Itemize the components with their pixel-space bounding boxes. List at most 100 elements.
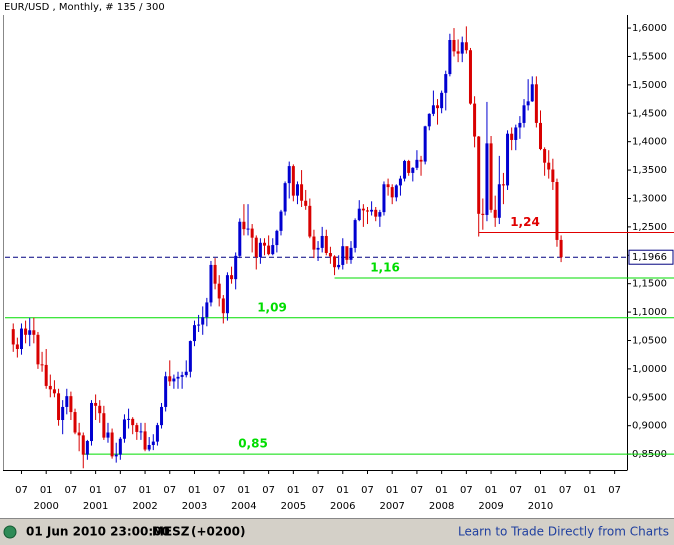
candle-body — [295, 184, 299, 196]
candle-body — [353, 220, 357, 248]
candle-body — [188, 341, 192, 372]
candle-body — [168, 376, 172, 382]
candle-body — [448, 39, 452, 75]
candle-body — [349, 247, 353, 260]
candle-body — [378, 212, 382, 217]
candle-body — [316, 247, 320, 250]
candle-body — [246, 228, 250, 230]
candle-body — [180, 375, 184, 377]
candle-body — [345, 246, 349, 260]
x-tick-label: 07 — [361, 485, 374, 496]
x-tick-label: 07 — [213, 485, 226, 496]
candle-body — [485, 143, 489, 215]
candle-body — [192, 325, 196, 342]
x-tick-label: 07 — [262, 485, 275, 496]
candle-body — [411, 167, 415, 173]
x-tick-label: 07 — [411, 485, 424, 496]
candle-body — [151, 441, 155, 446]
candle-body — [147, 445, 151, 450]
candle-body — [283, 183, 287, 212]
candle-body — [481, 213, 485, 215]
year-label: 2009 — [478, 501, 503, 512]
candle-body — [254, 237, 258, 257]
candle-body — [90, 402, 94, 442]
candle-body — [131, 418, 135, 426]
candle-body — [32, 330, 36, 335]
last-price-box — [628, 249, 674, 265]
x-tick-label: 07 — [608, 485, 621, 496]
candle-body — [238, 221, 242, 256]
candle-body — [514, 127, 518, 140]
candle-body — [77, 432, 81, 436]
x-tick-label: 01 — [139, 485, 152, 496]
level-label: 1,16 — [370, 261, 400, 275]
year-label: 2000 — [33, 501, 58, 512]
candle-body — [61, 406, 65, 421]
candle-body — [518, 122, 522, 128]
candle-body — [114, 454, 118, 457]
candle-body — [263, 242, 267, 246]
candle-body — [538, 122, 542, 150]
candle-body — [510, 133, 514, 140]
candle-body — [102, 413, 106, 438]
candle-body — [341, 246, 345, 265]
candle-body — [28, 330, 32, 335]
y-tick-label: 0,9000 — [632, 421, 667, 432]
candle-body — [15, 344, 19, 350]
candle-body — [201, 317, 205, 325]
chart-title: EUR/USD , Monthly, # 135 / 300 — [4, 2, 165, 13]
status-link[interactable]: Learn to Trade Directly from Charts — [458, 525, 669, 539]
candle-body — [468, 50, 472, 104]
x-tick-label: 01 — [336, 485, 349, 496]
candle-body — [291, 166, 295, 196]
y-tick-label: 1,5000 — [632, 80, 667, 91]
candle-body — [24, 328, 28, 335]
candle-body — [501, 184, 505, 186]
year-label: 2001 — [83, 501, 108, 512]
candle-body — [419, 159, 423, 162]
candle-body — [382, 184, 386, 213]
x-tick-label: 01 — [238, 485, 251, 496]
candle-body — [551, 169, 555, 183]
candle-body — [489, 143, 493, 210]
x-tick-label: 01 — [89, 485, 102, 496]
x-tick-label: 07 — [15, 485, 28, 496]
candle-body — [543, 149, 547, 163]
candle-body — [279, 211, 283, 231]
x-tick-label: 01 — [584, 485, 597, 496]
candle-body — [118, 438, 122, 455]
candle-body — [184, 371, 188, 376]
candle-body — [328, 253, 332, 257]
candle-body — [139, 431, 143, 433]
year-label: 2002 — [132, 501, 157, 512]
candle-body — [357, 208, 361, 221]
year-label: 2010 — [528, 501, 553, 512]
candle-body — [143, 431, 147, 450]
x-tick-label: 01 — [534, 485, 547, 496]
x-tick-label: 01 — [485, 485, 498, 496]
candle-body — [217, 283, 221, 299]
candle-body — [127, 418, 131, 420]
candle-body — [164, 376, 168, 407]
x-tick-label: 07 — [65, 485, 78, 496]
candle-body — [506, 133, 510, 186]
candle-body — [221, 298, 225, 314]
candle-body — [473, 103, 477, 137]
y-tick-label: 1,1000 — [632, 307, 667, 318]
x-tick-label: 07 — [559, 485, 572, 496]
x-tick-label: 01 — [435, 485, 448, 496]
y-tick-label: 1,6000 — [632, 23, 667, 34]
candle-body — [456, 51, 460, 54]
candle-body — [477, 136, 481, 214]
candle-body — [258, 242, 262, 257]
candle-body — [530, 84, 534, 102]
year-label: 2005 — [281, 501, 306, 512]
candle-body — [374, 209, 378, 217]
level-label: 1,24 — [510, 215, 540, 229]
y-tick-label: 1,0500 — [632, 335, 667, 346]
x-tick-label: 07 — [312, 485, 325, 496]
candle-body — [300, 184, 304, 201]
candle-body — [559, 239, 563, 258]
candle-body — [431, 105, 435, 114]
